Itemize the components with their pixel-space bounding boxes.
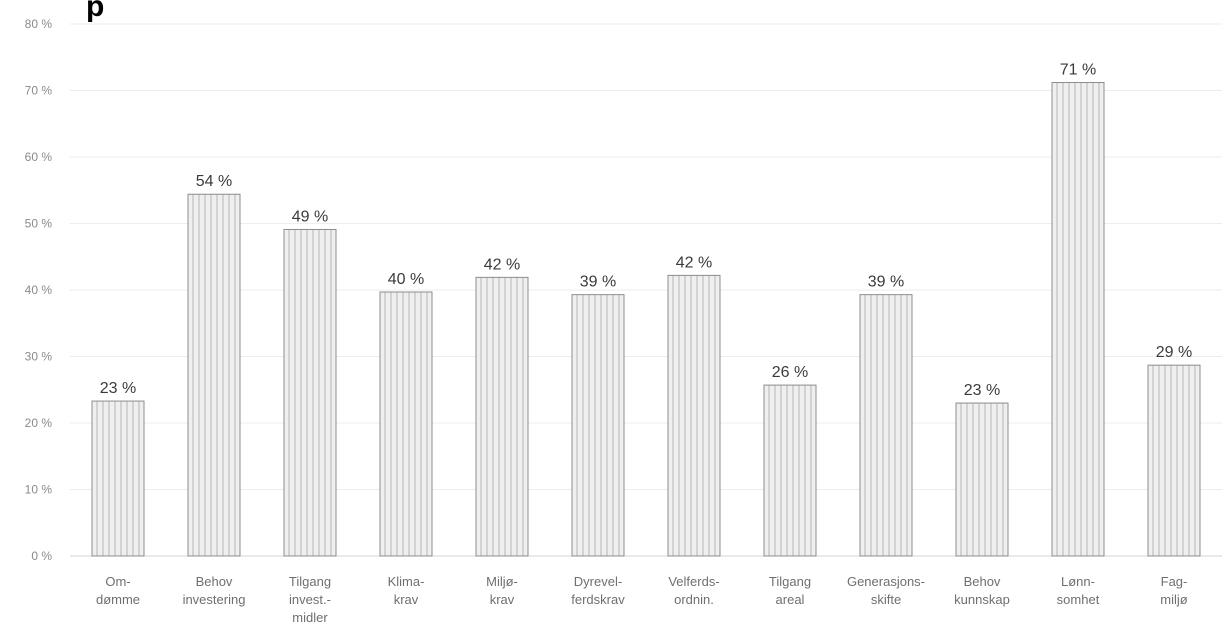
bar bbox=[187, 193, 241, 557]
x-tick-label: Om-dømme bbox=[96, 574, 140, 607]
bar bbox=[91, 400, 145, 557]
y-tick-label: 60 % bbox=[25, 150, 53, 164]
data-label: 39 % bbox=[868, 274, 904, 291]
data-label: 40 % bbox=[388, 271, 424, 288]
y-tick-label: 70 % bbox=[25, 84, 53, 98]
bar bbox=[283, 228, 337, 557]
bar bbox=[1147, 364, 1201, 557]
x-tick-label: Lønn-somhet bbox=[1057, 574, 1100, 607]
x-axis-ticks: Om-dømme Behov investering Tilgang invest.-m… bbox=[96, 574, 1188, 625]
y-tick-label: 20 % bbox=[25, 416, 53, 430]
bar bbox=[379, 291, 433, 557]
x-tick-label: Velferds-ordnin. bbox=[668, 574, 719, 607]
bar bbox=[475, 276, 529, 557]
data-label: 42 % bbox=[676, 254, 712, 271]
data-label: 49 % bbox=[292, 208, 328, 225]
bar bbox=[859, 294, 913, 557]
y-axis-ticks: 0 % 10 % 20 % 30 % 40 % 50 % 60 % 70 % 80 % bbox=[25, 17, 53, 563]
data-label: 23 % bbox=[964, 382, 1000, 399]
y-tick-label: 50 % bbox=[25, 217, 53, 231]
x-tick-label: Behov investering bbox=[183, 574, 246, 607]
chart-title-fragment: p bbox=[86, 0, 104, 23]
data-label: 29 % bbox=[1156, 344, 1192, 361]
bar bbox=[571, 294, 625, 557]
x-tick-label: Generasjons-skifte bbox=[847, 574, 925, 607]
data-label: 54 % bbox=[196, 173, 232, 190]
y-tick-label: 0 % bbox=[31, 549, 52, 563]
bar bbox=[763, 384, 817, 557]
data-label: 71 % bbox=[1060, 62, 1096, 79]
bar bbox=[1051, 82, 1105, 557]
bar bbox=[955, 402, 1009, 557]
y-tick-label: 80 % bbox=[25, 17, 53, 31]
gridlines bbox=[70, 23, 1222, 557]
y-tick-label: 30 % bbox=[25, 350, 53, 364]
x-tick-label: Tilgang invest.-midler bbox=[289, 574, 331, 625]
x-tick-label: Miljø-krav bbox=[486, 574, 518, 607]
data-label: 23 % bbox=[100, 380, 136, 397]
bars bbox=[91, 82, 1201, 557]
x-tick-label: Dyrevel-ferdskrav bbox=[571, 574, 625, 607]
x-tick-label: Tilgang areal bbox=[769, 574, 811, 607]
data-label: 26 % bbox=[772, 364, 808, 381]
y-tick-label: 40 % bbox=[25, 283, 53, 297]
y-tick-label: 10 % bbox=[25, 483, 53, 497]
data-label: 39 % bbox=[580, 274, 616, 291]
bar bbox=[667, 274, 721, 557]
data-label: 42 % bbox=[484, 256, 520, 273]
data-labels: 23 % 54 % 49 % 40 % 42 % 39 % 42 % 26 % 39 % 23 %… bbox=[100, 62, 1192, 400]
x-tick-label: Behov kunnskap bbox=[954, 574, 1010, 607]
x-tick-label: Fag-miljø bbox=[1160, 574, 1187, 607]
x-tick-label: Klima-krav bbox=[388, 574, 425, 607]
